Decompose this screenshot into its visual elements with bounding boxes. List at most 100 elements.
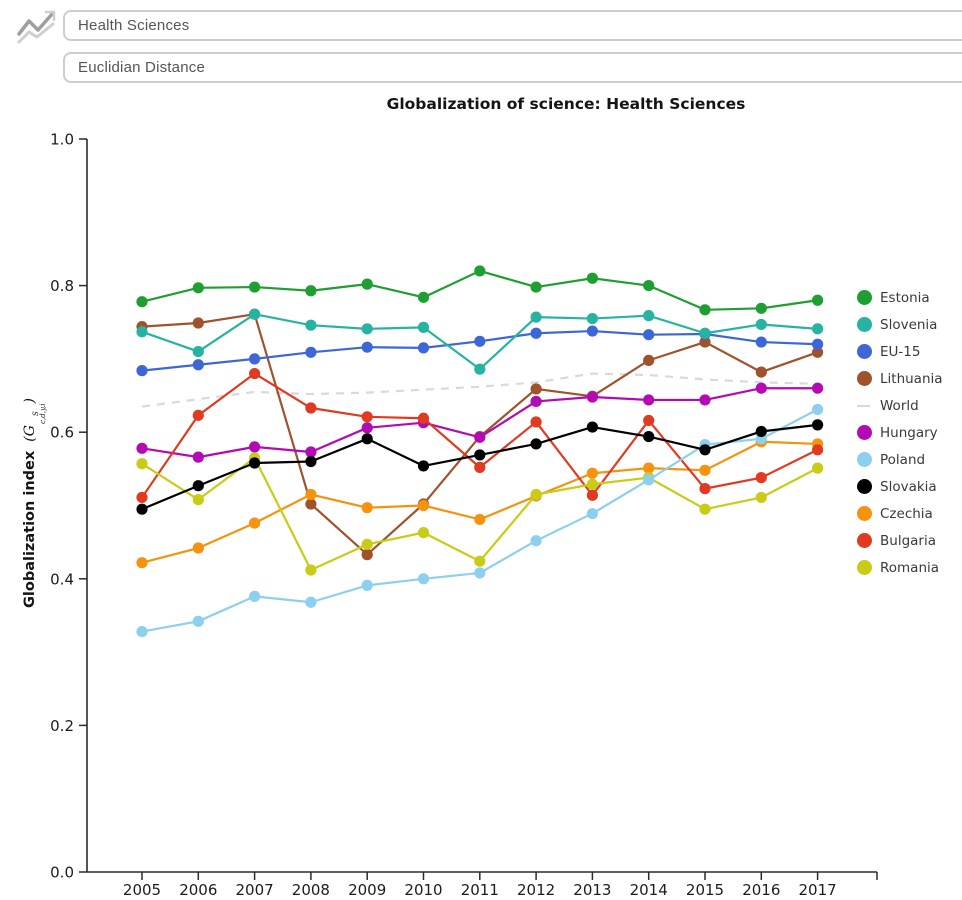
data-point-lithuania — [305, 498, 317, 510]
data-point-poland — [249, 590, 261, 602]
series-line-estonia — [141, 269, 818, 311]
data-point-slovenia — [305, 319, 317, 331]
data-point-hungary — [136, 442, 148, 454]
data-point-slovakia — [305, 455, 317, 468]
y-tick-label: 0.8 — [50, 277, 74, 295]
data-point-slovakia — [586, 421, 599, 433]
data-point-romania — [530, 488, 542, 501]
data-point-romania — [136, 458, 148, 470]
data-point-slovakia — [474, 449, 486, 461]
x-tick-label: 2007 — [236, 881, 274, 899]
data-point-czechia — [699, 464, 711, 476]
data-point-romania — [812, 462, 824, 474]
legend-item-bulgaria: Bulgaria — [857, 533, 943, 549]
legend-item-czechia: Czechia — [857, 505, 943, 522]
data-point-hungary — [586, 391, 599, 403]
line-chart-icon — [17, 10, 56, 44]
data-point-poland — [192, 615, 204, 627]
data-point-czechia — [192, 542, 204, 554]
data-point-eu-15 — [474, 335, 486, 347]
legend-label: Lithuania — [880, 370, 943, 387]
legend-dot-swatch — [857, 290, 872, 305]
legend-label: World — [880, 397, 919, 414]
y-tick-label: 0.6 — [50, 424, 74, 442]
legend-item-estonia: Estonia — [857, 289, 943, 306]
x-tick-label: 2008 — [292, 881, 330, 899]
data-point-romania — [361, 538, 373, 550]
legend-dash-swatch — [857, 404, 870, 407]
metric-select[interactable]: Euclidian Distance — [63, 52, 962, 83]
data-point-romania — [474, 555, 486, 567]
data-point-estonia — [417, 291, 430, 303]
data-point-slovenia — [812, 323, 824, 335]
data-point-slovenia — [755, 318, 767, 331]
data-point-eu-15 — [586, 325, 599, 337]
data-point-slovenia — [530, 311, 542, 323]
data-point-poland — [361, 579, 373, 591]
data-point-eu-15 — [361, 341, 373, 353]
data-point-estonia — [699, 304, 711, 316]
data-point-eu-15 — [643, 329, 655, 341]
data-point-slovakia — [417, 460, 430, 472]
metric-select-value: Euclidian Distance — [78, 59, 205, 76]
y-tick-label: 0.2 — [50, 717, 74, 735]
data-point-slovakia — [755, 425, 767, 438]
data-point-slovakia — [812, 419, 824, 431]
legend-label: Poland — [880, 451, 926, 468]
data-point-slovenia — [643, 310, 655, 322]
data-point-poland — [812, 403, 824, 416]
legend-item-lithuania: Lithuania — [857, 370, 943, 387]
legend-label: Czechia — [880, 505, 933, 522]
data-point-bulgaria — [755, 472, 767, 484]
legend-item-slovenia: Slovenia — [857, 317, 943, 333]
data-point-lithuania — [530, 383, 542, 395]
data-point-slovenia — [699, 327, 711, 339]
data-point-slovenia — [474, 363, 486, 375]
data-point-lithuania — [361, 549, 373, 561]
x-tick-label: 2016 — [742, 881, 780, 899]
data-point-bulgaria — [812, 444, 824, 456]
data-point-slovenia — [192, 345, 204, 358]
data-point-estonia — [530, 281, 542, 293]
data-point-bulgaria — [305, 402, 317, 414]
x-tick-label: 2012 — [517, 881, 555, 899]
legend-label: Romania — [880, 559, 940, 576]
data-point-czechia — [643, 462, 655, 474]
data-point-estonia — [812, 294, 824, 306]
legend-dot-swatch — [857, 506, 872, 521]
data-point-slovakia — [192, 480, 204, 492]
x-tick-label: 2013 — [573, 881, 611, 899]
legend-label: Estonia — [880, 289, 930, 306]
data-point-romania — [586, 478, 599, 490]
legend-item-slovakia: Slovakia — [857, 479, 943, 495]
data-point-poland — [305, 596, 317, 608]
legend-dot-swatch — [857, 479, 872, 494]
data-point-poland — [417, 573, 430, 585]
legend-label: Hungary — [880, 424, 938, 441]
data-point-romania — [305, 564, 317, 576]
data-point-slovenia — [136, 326, 148, 338]
legend-item-hungary: Hungary — [857, 424, 943, 441]
legend-dot-swatch — [857, 317, 872, 332]
data-point-estonia — [192, 282, 204, 294]
chart-title: Globalization of science: Health Science… — [386, 95, 746, 113]
legend-dot-swatch — [857, 425, 872, 440]
y-tick-label: 1.0 — [50, 131, 74, 149]
category-select[interactable]: Health Sciences — [63, 10, 962, 41]
legend-item-poland: Poland — [857, 451, 943, 468]
data-point-czechia — [474, 513, 486, 526]
data-point-estonia — [136, 296, 148, 308]
data-point-slovakia — [530, 438, 542, 450]
data-point-lithuania — [643, 354, 655, 366]
legend-dot-swatch — [857, 533, 872, 548]
data-point-estonia — [305, 285, 317, 297]
data-point-bulgaria — [136, 491, 148, 504]
legend-item-world: World — [857, 397, 943, 414]
data-point-czechia — [249, 517, 261, 529]
data-point-estonia — [474, 265, 486, 277]
series-line-world — [141, 372, 818, 408]
data-point-eu-15 — [417, 342, 430, 354]
data-point-lithuania — [699, 336, 711, 348]
